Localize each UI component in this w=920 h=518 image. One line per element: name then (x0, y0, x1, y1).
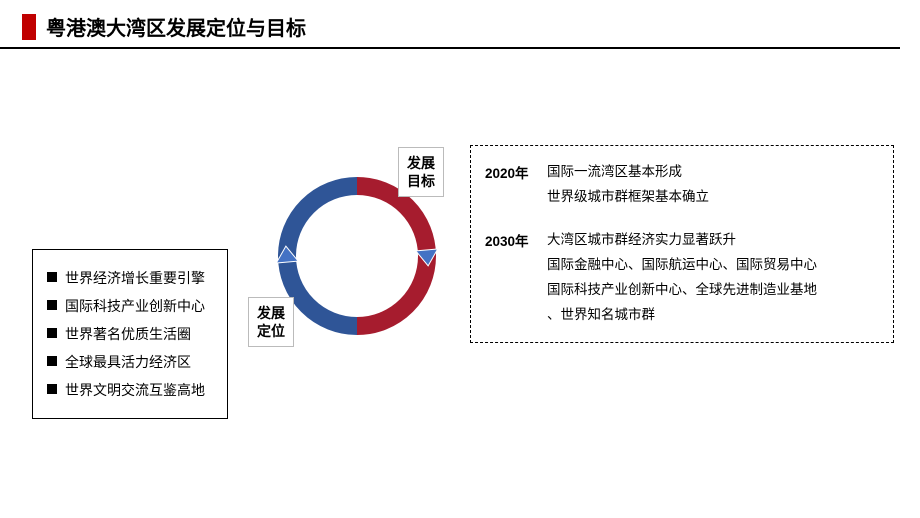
positioning-list: 世界经济增长重要引擎国际科技产业创新中心世界著名优质生活圈全球最具活力经济区世界… (47, 264, 205, 404)
goal-line: 国际金融中心、国际航运中心、国际贸易中心 (547, 253, 883, 278)
ring-label-goal: 发展 目标 (398, 147, 444, 197)
ring-label-position: 发展 定位 (248, 297, 294, 347)
ring-label-goal-l2: 目标 (407, 173, 435, 189)
goal-line: 国际科技产业创新中心、全球先进制造业基地 (547, 278, 883, 303)
goal-text: 大湾区城市群经济实力显著跃升国际金融中心、国际航运中心、国际贸易中心国际科技产业… (547, 228, 883, 328)
positioning-item: 世界经济增长重要引擎 (47, 264, 205, 292)
positioning-item: 世界文明交流互鉴高地 (47, 376, 205, 404)
content-area: 世界经济增长重要引擎国际科技产业创新中心世界著名优质生活圈全球最具活力经济区世界… (0, 49, 920, 509)
goal-text: 国际一流湾区基本形成世界级城市群框架基本确立 (547, 160, 883, 210)
positioning-item: 国际科技产业创新中心 (47, 292, 205, 320)
positioning-item: 全球最具活力经济区 (47, 348, 205, 376)
ring-label-position-l1: 发展 (257, 305, 285, 321)
ring-label-goal-l1: 发展 (407, 155, 435, 171)
ring-label-position-l2: 定位 (257, 323, 285, 339)
positioning-list-box: 世界经济增长重要引擎国际科技产业创新中心世界著名优质生活圈全球最具活力经济区世界… (32, 249, 228, 419)
goal-line: 世界级城市群框架基本确立 (547, 185, 883, 210)
title-bar: 粤港澳大湾区发展定位与目标 (0, 0, 900, 49)
goal-row: 2020年国际一流湾区基本形成世界级城市群框架基本确立 (485, 160, 883, 210)
goal-line: 大湾区城市群经济实力显著跃升 (547, 228, 883, 253)
positioning-item: 世界著名优质生活圈 (47, 320, 205, 348)
goal-year: 2030年 (485, 228, 547, 328)
goal-line: 、世界知名城市群 (547, 303, 883, 328)
page-title: 粤港澳大湾区发展定位与目标 (46, 12, 306, 41)
goals-box: 2020年国际一流湾区基本形成世界级城市群框架基本确立2030年大湾区城市群经济… (470, 145, 894, 343)
goal-row: 2030年大湾区城市群经济实力显著跃升国际金融中心、国际航运中心、国际贸易中心国… (485, 228, 883, 328)
goal-line: 国际一流湾区基本形成 (547, 160, 883, 185)
goal-year: 2020年 (485, 160, 547, 210)
accent-block (22, 14, 36, 40)
